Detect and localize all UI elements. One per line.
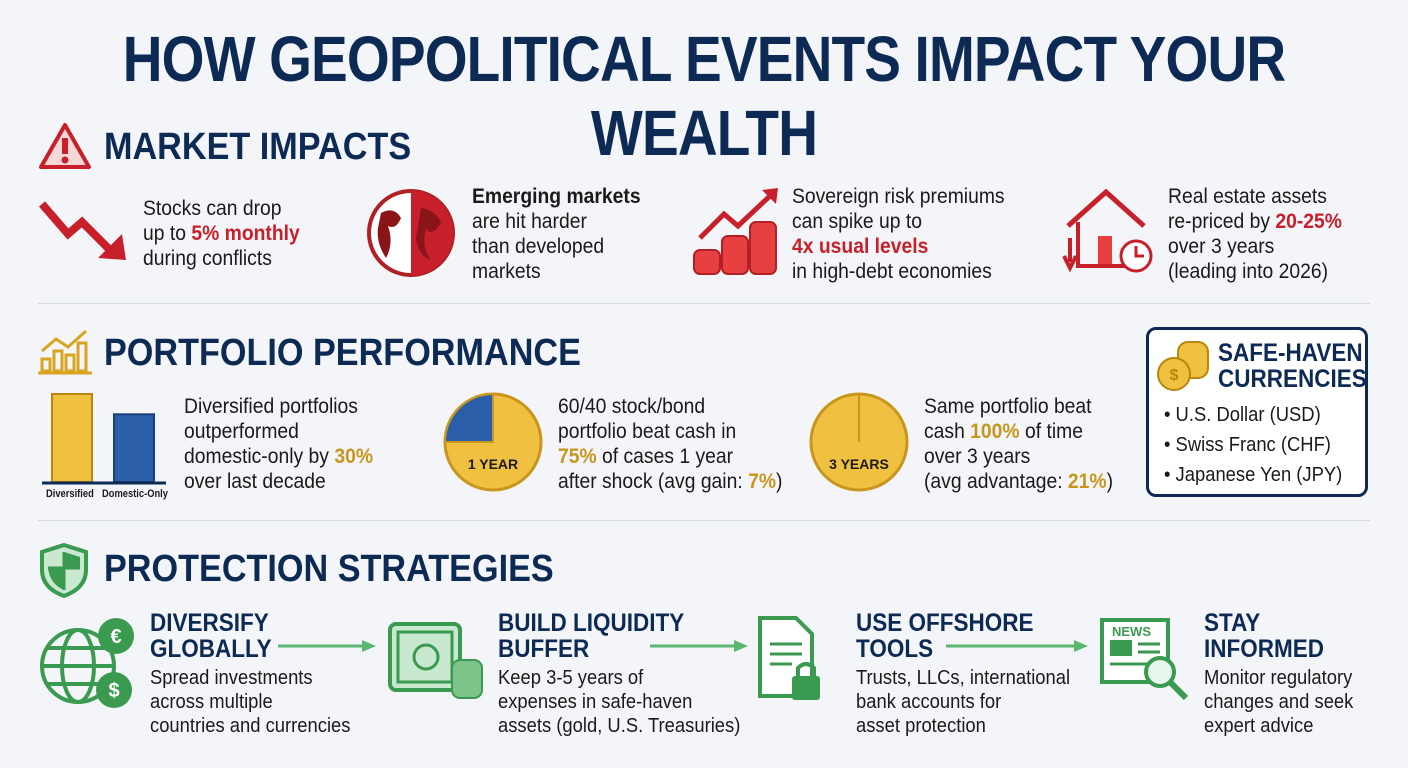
pie-1-year-label: 1 YEAR [467,456,519,472]
svg-text:$: $ [1170,367,1179,384]
svg-text:€: € [110,626,121,648]
market-impacts-heading: MARKET IMPACTS [104,126,412,168]
strategy-offshore: USE OFFSHORE TOOLS Trusts, LLCs, internat… [856,609,1071,737]
arrow-right-icon [650,640,748,652]
market-item-stocks: Stocks can drop up to 5% monthly during … [143,197,300,270]
news-label: NEWS [1112,624,1151,639]
diversified-text: Diversified portfolios outperformed domest… [184,395,374,493]
news-search-icon [1100,618,1189,701]
diversification-bar-chart [42,393,166,485]
strategy-informed: STAY INFORMED Monitor regulatory changes a… [1204,609,1354,737]
pie-slice-remainder [443,392,494,443]
strategy-liquidity: BUILD LIQUIDITY BUFFER Keep 3-5 years of e… [498,609,741,737]
shield-icon [40,542,88,598]
document-lock-icon [758,616,820,700]
currency-jpy: • Japanese Yen (JPY) [1164,464,1343,486]
down-arrow-icon [38,201,126,260]
warning-icon [39,123,91,169]
protection-strategies-heading: PROTECTION STRATEGIES [104,548,554,590]
pie-1-year [443,392,543,492]
page-title: HOW GEOPOLITICAL EVENTS IMPACT YOUR WEAL… [122,23,1286,169]
bar-domestic-only [113,413,155,483]
bar-diversified [51,393,93,483]
pie-3-years-label: 3 YEARS [829,456,889,472]
globe-currency-icon: €$ [40,618,134,708]
market-item-emerging: Emerging markets are hit harder than devel… [472,185,641,283]
safe-haven-heading: SAFE-HAVEN CURRENCIES [1218,339,1367,393]
growth-chart-icon [38,329,92,375]
divider [38,303,1370,304]
portfolio-performance-heading: PORTFOLIO PERFORMANCE [104,332,581,374]
safe-vault-icon [388,622,483,699]
currency-usd: • U.S. Dollar (USD) [1164,404,1321,426]
divider [38,520,1370,521]
strategy-diversify: DIVERSIFY GLOBALLY Spread investments acro… [150,609,351,737]
bar-label-diversified: Diversified [46,488,94,500]
sixty-forty-text: 60/40 stock/bond portfolio beat cash in 75… [558,395,783,493]
safe-haven-list: • U.S. Dollar (USD) • Swiss Franc (CHF) … [1164,400,1342,490]
market-item-sovereign: Sovereign risk premiums can spike up to 4x… [792,185,1005,283]
pie-3-years [809,392,909,492]
coins-icon: $ [1157,341,1209,391]
svg-text:$: $ [108,680,119,702]
house-down-icon [1062,188,1153,273]
bar-label-domestic: Domestic-Only [102,488,168,500]
market-item-real-estate: Real estate assets re-priced by 20-25% ove… [1168,185,1342,283]
globe-icon [367,189,455,277]
arrow-right-icon [278,640,376,652]
same-portfolio-text: Same portfolio beat cash 100% of time over… [924,395,1114,493]
currency-chf: • Swiss Franc (CHF) [1164,434,1331,456]
arrow-right-icon [946,640,1088,652]
coins-up-icon [693,188,778,275]
